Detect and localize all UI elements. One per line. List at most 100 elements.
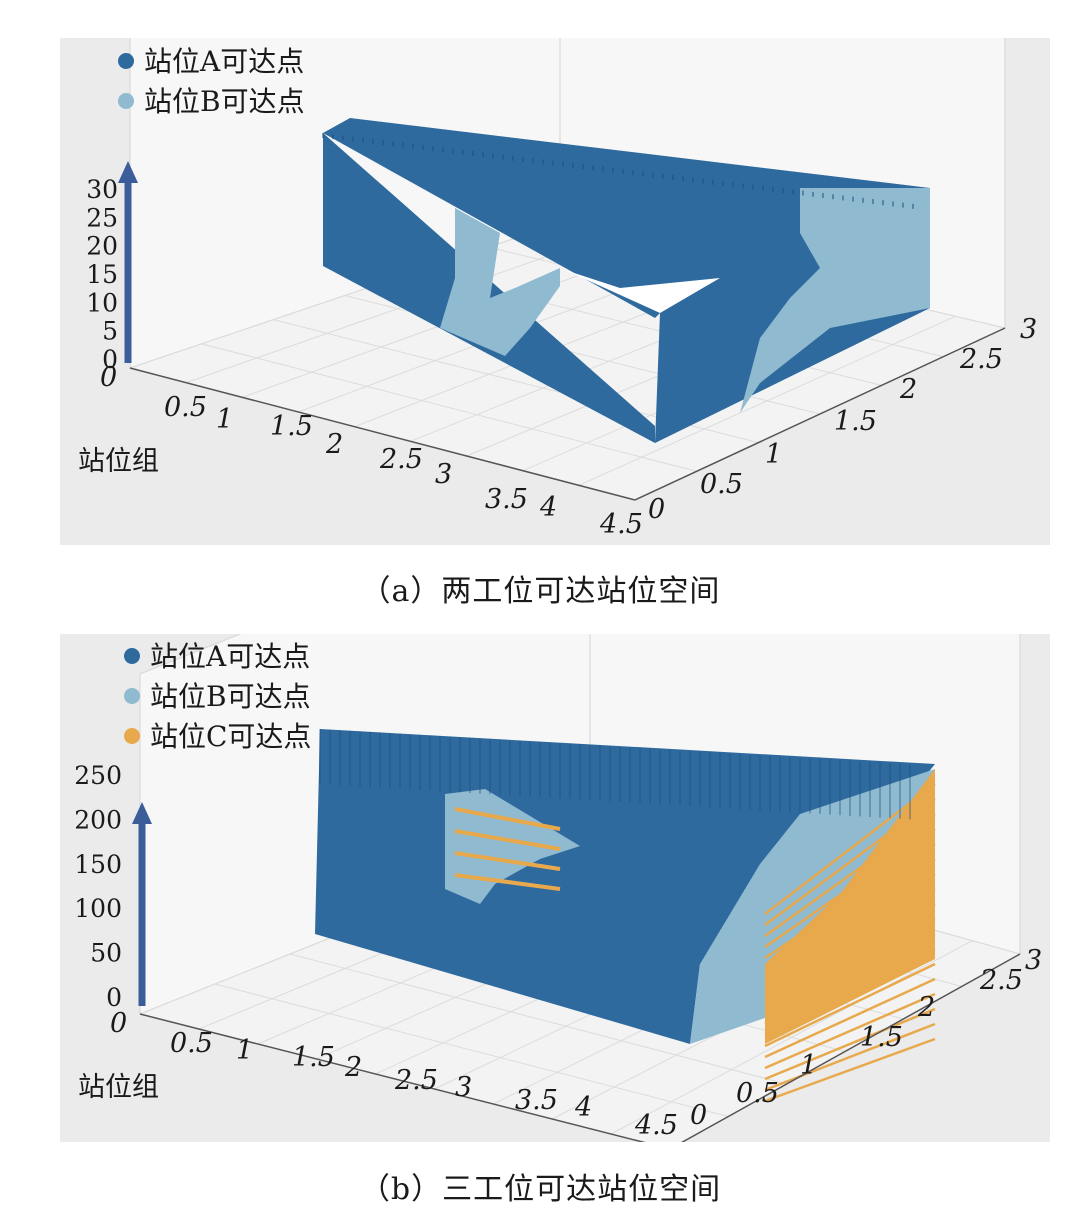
x-tick-label: 4.5 xyxy=(634,1110,678,1141)
legend-marker xyxy=(124,728,140,744)
patch-station-b-left xyxy=(440,208,560,356)
y-tick-label: 2 xyxy=(899,374,917,405)
z-axis-arrow-head xyxy=(118,161,138,183)
stripe-station-c-right xyxy=(764,992,936,1070)
z-tick-label: 15 xyxy=(86,260,118,289)
plot-area: 00.5 1 1.5 2 2.5 3 3.5 44.5 00.511.522.530501001… xyxy=(74,634,1042,1142)
z-tick-label: 20 xyxy=(86,232,118,261)
stripe-station-c-right xyxy=(764,857,936,971)
x-tick-label: 3.5 xyxy=(485,484,528,515)
stripe-station-c xyxy=(454,807,561,831)
stripe-station-c-right xyxy=(764,947,936,1037)
stripe-station-c-right xyxy=(764,1037,936,1103)
grid-line-y xyxy=(214,983,729,1117)
z-tick-label: 0 xyxy=(106,983,122,1012)
x-axis-label: 站位组 xyxy=(78,446,159,477)
legend-marker xyxy=(124,648,140,664)
z-tick-label: 30 xyxy=(86,175,118,204)
chart-panel-b: 0 0.5 1 1.5 2 2.5 3 3.5 4 4.5 0 0.5 1 1.5 2 2.5 3 0 50 100 1… xyxy=(60,634,1050,1142)
x-tick-label: 3 xyxy=(435,459,452,490)
chart-b-caption: （b）三工位可达站位空间 xyxy=(359,1172,722,1207)
z-tick-label: 250 xyxy=(74,761,122,790)
stripe-station-c-right xyxy=(764,872,936,982)
stripe-station-c-right xyxy=(764,962,936,1048)
x-tick-label: 3.5 xyxy=(515,1085,558,1116)
y-tick-label: 0.5 xyxy=(736,1078,779,1109)
chart-a-canvas: 00.5 1 1.52 2.5 33.5 44.5 00.511.522.530510152… xyxy=(78,38,1037,540)
y-tick-label: 3 xyxy=(1025,945,1042,976)
x-tick-label: 4.5 xyxy=(599,509,643,540)
stripe-station-c xyxy=(454,873,561,891)
x-tick-label: 1.5 xyxy=(292,1042,335,1073)
x-tick-label: 2 xyxy=(325,429,343,460)
stripe-station-c-right xyxy=(764,1022,936,1092)
x-tick-label: 2.5 xyxy=(394,1065,438,1096)
chart-a-caption: （a）两工位可达站位空间 xyxy=(360,574,721,609)
legend-label: 站位B可达点 xyxy=(150,680,311,713)
stripe-station-c-right xyxy=(764,783,936,915)
x-tick-label: 1.5 xyxy=(270,411,313,442)
y-tick-label: 1.5 xyxy=(834,406,877,437)
legend-label: 站位C可达点 xyxy=(150,720,311,753)
legend-label: 站位A可达点 xyxy=(150,640,310,673)
legend-label: 站位B可达点 xyxy=(144,85,305,118)
x-tick-label: 1 xyxy=(216,404,233,435)
z-tick-label: 100 xyxy=(74,894,122,923)
stripe-station-c-right xyxy=(764,887,936,993)
x-tick-label: 1 xyxy=(236,1035,253,1066)
x-tick-label: 2.5 xyxy=(379,444,423,475)
stripe-station-c-right xyxy=(764,977,936,1059)
legend-marker xyxy=(118,53,134,69)
patch-station-b-right xyxy=(740,188,930,413)
y-tick-label: 0 xyxy=(648,494,665,525)
legend-marker xyxy=(124,688,140,704)
back-wall-station-a xyxy=(323,118,930,318)
x-tick-label: 4 xyxy=(574,1092,592,1123)
z-tick-label: 5 xyxy=(102,317,118,346)
stripe-station-c xyxy=(454,829,561,851)
y-tick-label: 2 xyxy=(917,992,935,1023)
plot-area: 00.5 1 1.52 2.5 33.5 44.5 00.511.522.530510152… xyxy=(78,38,1037,540)
chart-b-canvas: 00.5 1 1.5 2 2.5 3 3.5 44.5 00.511.522.530501001… xyxy=(74,634,1042,1142)
x-tick-label: 0 xyxy=(110,1008,127,1039)
stripe-station-c-right xyxy=(764,797,936,927)
z-axis-arrow-head xyxy=(132,802,152,824)
y-tick-label: 2.5 xyxy=(959,344,1003,375)
z-tick-label: 150 xyxy=(74,850,122,879)
stripe-station-c xyxy=(454,851,561,871)
y-tick-label: 3 xyxy=(1020,314,1037,345)
stripe-station-c-right xyxy=(764,827,936,949)
y-axis-line xyxy=(634,327,1006,501)
y-tick-label: 2.5 xyxy=(979,965,1023,996)
stripe-station-c-right xyxy=(764,917,936,1015)
x-tick-label: 0.5 xyxy=(170,1028,213,1059)
grid-line-y xyxy=(289,953,787,1085)
y-tick-label: 1.5 xyxy=(860,1022,903,1053)
z-tick-label: 0 xyxy=(102,345,118,374)
y-axis-line xyxy=(681,953,1021,1142)
y-tick-label: 0.5 xyxy=(700,469,743,500)
inner-gap xyxy=(565,270,720,313)
z-tick-label: 50 xyxy=(90,939,122,968)
stripe-station-c-right xyxy=(764,812,936,938)
right-wall-station-c xyxy=(765,769,935,1044)
x-tick-label: 4 xyxy=(539,492,557,523)
y-tick-label: 0 xyxy=(690,1100,707,1131)
y-tick-label: 1 xyxy=(800,1050,817,1081)
chart-panel-a: 0 0.5 1 1.5 2 2.5 3 3.5 4 4.5 0 0.5 1 1.5 2 2.5 3 0 5 10 15 2… xyxy=(60,38,1050,545)
patch-station-b-left xyxy=(445,789,580,904)
stripe-station-c-right xyxy=(764,1007,936,1081)
z-tick-label: 25 xyxy=(86,203,118,232)
legend-marker xyxy=(118,93,134,109)
stripe-station-c-right xyxy=(764,902,936,1004)
x-tick-label: 2 xyxy=(344,1052,362,1083)
y-tick-label: 1 xyxy=(765,439,782,470)
legend-label: 站位A可达点 xyxy=(144,45,304,78)
stripe-station-c-right xyxy=(764,932,936,1026)
grid-line-y xyxy=(201,343,697,472)
x-tick-label: 3 xyxy=(455,1072,472,1103)
x-axis-label: 站位组 xyxy=(78,1072,159,1103)
x-tick-label: 0 xyxy=(100,362,117,393)
